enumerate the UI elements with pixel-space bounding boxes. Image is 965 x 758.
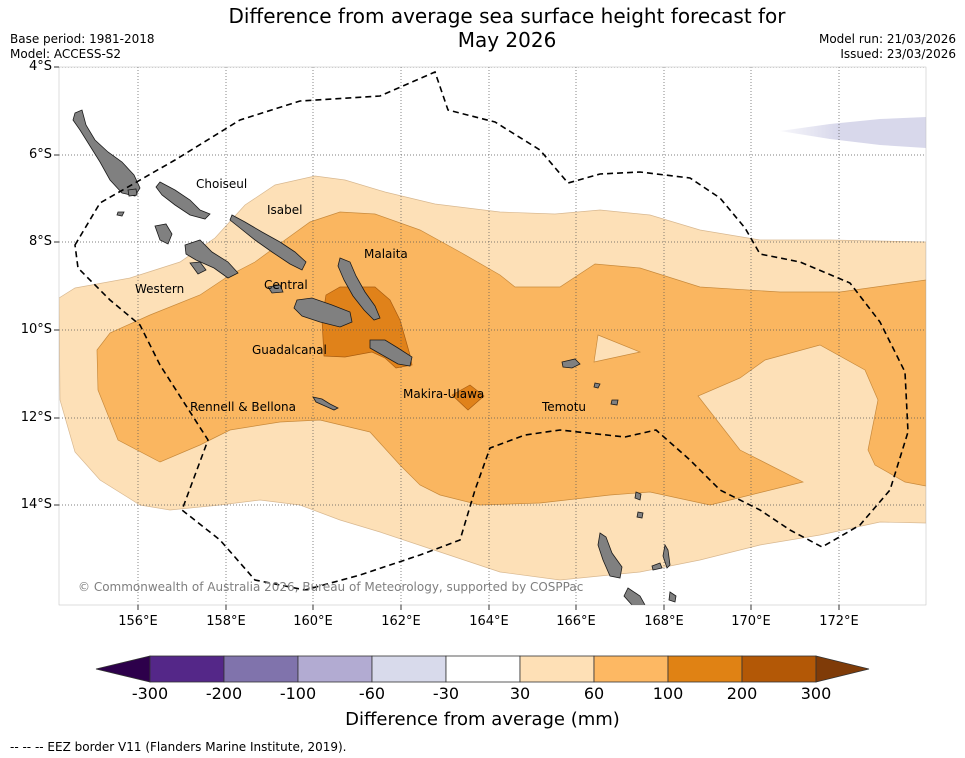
island-rennell <box>312 396 339 411</box>
colorbar-seg-8 <box>667 655 743 683</box>
colorbar-seg-2 <box>223 655 299 683</box>
island-russell <box>267 284 284 294</box>
place-central: Central <box>264 278 308 292</box>
place-temotu: Temotu <box>542 400 587 414</box>
eez-footnote: -- -- -- EEZ border V11 (Flanders Marine… <box>10 740 347 754</box>
island-bougainville <box>72 109 141 197</box>
island-new-georgia <box>184 239 239 279</box>
lon-label-160e: 160°E <box>293 614 333 629</box>
island-santa-cruz <box>561 358 581 369</box>
colorbar-seg-9 <box>741 655 817 683</box>
colorbar-tick-30: 30 <box>509 684 531 703</box>
lon-label-166e: 166°E <box>556 614 596 629</box>
island-vanuatu-5 <box>634 491 642 501</box>
colorbar-tick-neg60: -60 <box>358 684 386 703</box>
place-western: Western <box>135 282 185 296</box>
lon-label-164e: 164°E <box>469 614 509 629</box>
lon-label-172e: 172°E <box>819 614 859 629</box>
colorbar-tick-200: 200 <box>726 684 758 703</box>
lat-label-8s: 8°S <box>28 234 52 249</box>
island-guadalcanal <box>293 297 353 328</box>
colorbar-tick-300: 300 <box>800 684 832 703</box>
place-malaita: Malaita <box>364 247 408 261</box>
meta-right: Model run: 21/03/2026 Issued: 23/03/2026 <box>819 32 956 62</box>
island-shortland <box>127 188 138 197</box>
place-makira-ulawa: Makira-Ulawa <box>403 387 485 401</box>
island-isabel <box>229 214 307 271</box>
map-title: Difference from average sea surface heig… <box>0 4 965 52</box>
base-period: Base period: 1981-2018 <box>10 32 155 46</box>
island-vanuatu-1 <box>597 532 623 579</box>
meta-left: Base period: 1981-2018 Model: ACCESS-S2 <box>10 32 155 62</box>
colorbar-seg-6 <box>519 655 595 683</box>
island-vanuatu-7 <box>668 591 677 603</box>
contour-100-200-small <box>451 384 485 411</box>
place-rennell-bellona: Rennell & Bellona <box>190 400 297 414</box>
colorbar-extend-low <box>95 655 151 683</box>
colorbar-tick-neg200: -200 <box>205 684 243 703</box>
island-vanuatu-6 <box>636 511 644 519</box>
colorbar-seg-3 <box>297 655 373 683</box>
island-vanuatu-3 <box>662 543 671 569</box>
colorbar-seg-7 <box>593 655 669 683</box>
title-line-2: May 2026 <box>457 28 557 52</box>
island-rendova <box>189 261 207 275</box>
colorbar-tick-60: 60 <box>583 684 605 703</box>
island-small-2 <box>610 399 619 406</box>
contour-neg-60-30 <box>780 117 926 148</box>
island-choiseul <box>155 181 211 220</box>
lon-label-170e: 170°E <box>731 614 771 629</box>
colorbar-seg-5 <box>445 655 521 683</box>
eez-border <box>74 70 909 591</box>
colorbar-tick-100: 100 <box>652 684 684 703</box>
island-small-1 <box>593 382 601 389</box>
gridlines <box>59 67 926 605</box>
island-makira <box>369 339 413 367</box>
title-line-1: Difference from average sea surface heig… <box>228 4 786 28</box>
colorbar-tick-neg100: -100 <box>279 684 317 703</box>
lon-label-156e: 156°E <box>118 614 158 629</box>
copyright-notice: © Commonwealth of Australia 2026, Bureau… <box>78 580 584 594</box>
lon-label-158e: 158°E <box>206 614 246 629</box>
island-malaita <box>337 257 381 321</box>
issued-date: Issued: 23/03/2026 <box>840 47 956 61</box>
island-vanuatu-4 <box>651 562 663 571</box>
model-run: Model run: 21/03/2026 <box>818 32 956 46</box>
lat-label-14s: 14°S <box>20 497 52 512</box>
lat-label-10s: 10°S <box>20 322 52 337</box>
lat-label-12s: 12°S <box>20 410 52 425</box>
colorbar-tick-neg30: -30 <box>432 684 460 703</box>
tick-marks <box>54 66 840 610</box>
colorbar <box>95 655 870 683</box>
model-name: Model: ACCESS-S2 <box>10 47 122 61</box>
lon-label-168e: 168°E <box>644 614 684 629</box>
place-isabel: Isabel <box>267 203 303 217</box>
colorbar-seg-1 <box>149 655 225 683</box>
colorbar-label: Difference from average (mm) <box>345 709 620 730</box>
island-vanuatu-2 <box>623 587 646 605</box>
lat-label-6s: 6°S <box>28 147 52 162</box>
lon-label-162e: 162°E <box>381 614 421 629</box>
contour-30-60-patch <box>593 334 642 363</box>
place-choiseul: Choiseul <box>196 177 248 191</box>
contour-60-100 <box>96 211 926 506</box>
colorbar-extend-high <box>815 655 870 683</box>
island-vella <box>154 223 173 245</box>
islands <box>72 109 677 605</box>
colorbar-seg-4 <box>371 655 447 683</box>
colorbar-tick-neg300: -300 <box>131 684 169 703</box>
place-guadalcanal: Guadalcanal <box>252 343 327 357</box>
island-small-3 <box>116 211 125 217</box>
lat-label-4s: 4°S <box>28 59 52 74</box>
map-frame <box>58 66 927 606</box>
